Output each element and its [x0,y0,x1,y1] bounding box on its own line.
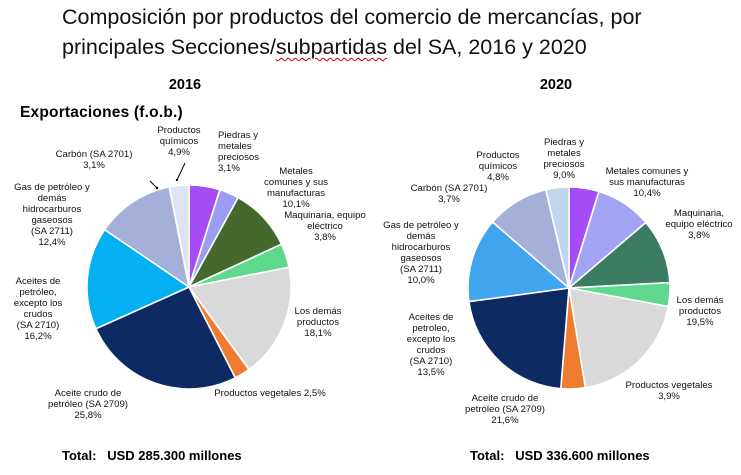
pie-slice [168,184,190,288]
slice-label: Aceite crudo de petróleo (SA 2709) 25,8% [48,388,128,421]
pie-slice [86,228,191,330]
pie-slice [568,287,670,389]
total-2016: Total: USD 285.300 millones [62,448,242,463]
title-line-1: Composición por productos del comercio d… [62,5,642,29]
slice-label: Aceite crudo de petróleo (SA 2709) 21,6% [465,393,545,426]
year-label-2020: 2020 [539,77,573,93]
pie-chart-2020: Productos químicos 4,8% Piedras y metales pre… [383,137,732,426]
slice-label: Los demás productos 18,1% [295,306,342,339]
pie-slice [187,266,292,371]
title-spellcheck-word: subpartidas [275,35,388,59]
slice-label: Aceites de petroleo, excepto los crudos (SA … [407,312,456,378]
leader-dot [175,178,179,182]
exports-subtitle: Exportaciones (f.o.b.) [20,104,183,121]
slice-label: Productos químicos 4,9% [157,125,200,158]
slice-label: Los demás productos 19,5% [677,295,724,328]
page-title: Composición por productos del comercio d… [62,2,732,62]
slice-label: Piedras y metales preciosos 9,0% [543,137,584,181]
title-line-2-start: principales Secciones/ [62,35,276,59]
slice-label: Carbón (SA 2701) 3,1% [56,149,133,171]
slice-label: Maquinaria, equipo eléctrico 3,8% [284,210,366,243]
slice-label: Productos químicos 4,8% [476,150,519,183]
slice-label: Aceites de petróleo, excepto los crudos (SA … [14,276,63,342]
slice-label: Maquinaria, equipo eléctrico 3,8% [665,208,732,241]
leader-dot [155,186,159,190]
slice-label: Metales comunes y sus manufacturas 10,4% [606,166,689,199]
pie-slice [467,220,571,303]
slice-label: Carbón (SA 2701) 3,7% [411,183,488,205]
slice-label: Metales comunes y sus manufacturas 10,1% [264,166,328,210]
title-line-2-end: del SA, 2016 y 2020 [387,35,587,59]
slice-label: Piedras y metales preciosos 3,1% [218,130,259,174]
pie-slice [544,186,570,289]
pie-chart-2016: Productos químicos 4,9% Piedras y metales pre… [14,125,366,421]
leader-line [149,180,158,189]
year-label-2016: 2016 [168,77,202,93]
slice-label: Productos vegetales 2,5% [214,388,326,399]
slice-label: Gas de petróleo y demás hidrocarburos gaseo… [14,182,90,248]
slice-label: Productos vegetales 3,9% [626,380,713,402]
title-line-2: principales Secciones/subpartidas del SA… [62,32,732,62]
leader-line [176,162,186,181]
pie-slice [468,287,570,390]
slice-label: Gas de petróleo y demás hidrocarburos gaseo… [383,220,459,286]
total-2020: Total: USD 336.600 millones [470,448,650,463]
pie-slice [103,185,191,289]
pie-slice [94,285,237,390]
